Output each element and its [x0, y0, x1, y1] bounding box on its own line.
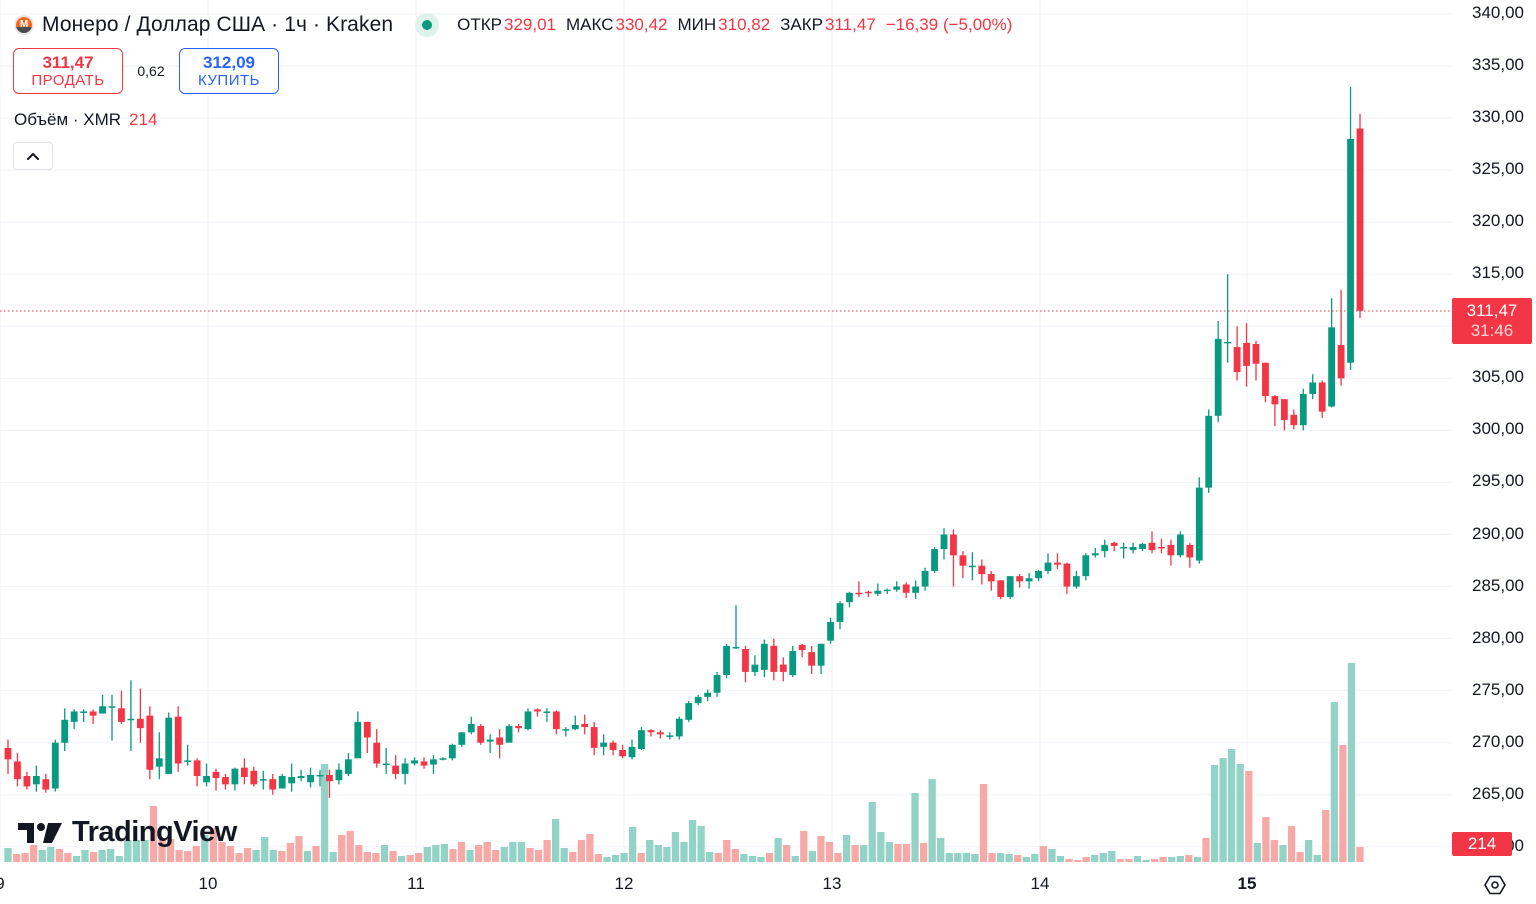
price-axis-label: 285,00 [1472, 575, 1524, 595]
sell-price: 311,47 [42, 52, 94, 72]
volume-legend-value: 214 [129, 110, 158, 129]
last-price-value: 311,47 [1466, 301, 1518, 320]
tradingview-logo-icon [18, 822, 62, 843]
gear-hexagon-icon[interactable] [1483, 873, 1507, 897]
price-axis-label: 315,00 [1472, 263, 1524, 283]
collapse-legend-button[interactable] [13, 142, 53, 170]
volume-legend[interactable]: Объём · XMR 214 [14, 110, 157, 130]
open-value: 329,01 [503, 15, 556, 34]
time-axis-label: 14 [1030, 874, 1050, 893]
price-axis-label: 325,00 [1472, 159, 1524, 179]
candles [4, 86, 1364, 798]
chart-header: M Монеро / Доллар США · 1ч · Kraken ОТКР… [14, 8, 1022, 42]
change-value: −16,39 (−5,00%) [885, 15, 1013, 34]
price-axis-label: 275,00 [1472, 679, 1524, 699]
monero-logo-icon: M [14, 15, 34, 35]
price-axis-label: 320,00 [1472, 211, 1524, 231]
buy-button[interactable]: 312,09 КУПИТЬ [179, 48, 279, 94]
time-axis-label: 13 [822, 874, 842, 893]
low-label: МИН [677, 15, 717, 34]
price-axis-label: 295,00 [1472, 471, 1524, 491]
price-axis-label: 290,00 [1472, 523, 1524, 543]
price-axis-label: 340,00 [1472, 3, 1524, 22]
price-axis-label: 270,00 [1472, 731, 1524, 751]
price-axis-label: 300,00 [1472, 419, 1524, 439]
volume-tag: 214 [1452, 832, 1512, 856]
close-value: 311,47 [825, 15, 876, 34]
sell-button[interactable]: 311,47 ПРОДАТЬ [13, 48, 123, 94]
high-value: 330,42 [615, 15, 668, 34]
price-axis-label: 305,00 [1472, 367, 1524, 387]
ohlc-values: ОТКР 329,01 МАКС 330,42 МИН 310,82 ЗАКР … [457, 15, 1022, 35]
chart-grid [0, 0, 1452, 862]
close-label: ЗАКР [780, 15, 824, 34]
bar-countdown: 31:46 [1470, 321, 1514, 340]
tradingview-watermark[interactable]: TradingView [18, 816, 237, 849]
high-label: МАКС [565, 15, 614, 34]
trade-panel: 311,47 ПРОДАТЬ 0,62 312,09 КУПИТЬ [13, 48, 279, 94]
open-label: ОТКР [457, 15, 502, 34]
buy-price: 312,09 [203, 52, 255, 72]
time-axis-label: 9 [0, 874, 5, 894]
price-axis-label: 335,00 [1472, 55, 1524, 75]
time-axis-label: 15 [1237, 874, 1257, 893]
price-axis-label: 280,00 [1472, 627, 1524, 647]
price-axis-label: 265,00 [1472, 783, 1524, 803]
low-value: 310,82 [718, 15, 771, 34]
spread-value: 0,62 [137, 63, 165, 79]
time-axis-label: 12 [614, 874, 634, 893]
volume-legend-label: Объём · XMR [14, 110, 122, 129]
volume-bars [4, 663, 1364, 862]
time-axis-label: 11 [407, 874, 425, 893]
watermark-text: TradingView [72, 816, 237, 848]
symbol-title[interactable]: Монеро / Доллар США · 1ч · Kraken [42, 13, 394, 36]
chevron-up-icon [27, 153, 39, 160]
sell-label: ПРОДАТЬ [31, 71, 105, 89]
price-axis-label: 330,00 [1472, 107, 1524, 127]
market-open-dot-icon[interactable] [415, 13, 440, 37]
buy-label: КУПИТЬ [197, 71, 260, 89]
last-price-tag: 311,47 31:46 [1452, 298, 1532, 344]
time-axis-label: 10 [198, 874, 218, 893]
